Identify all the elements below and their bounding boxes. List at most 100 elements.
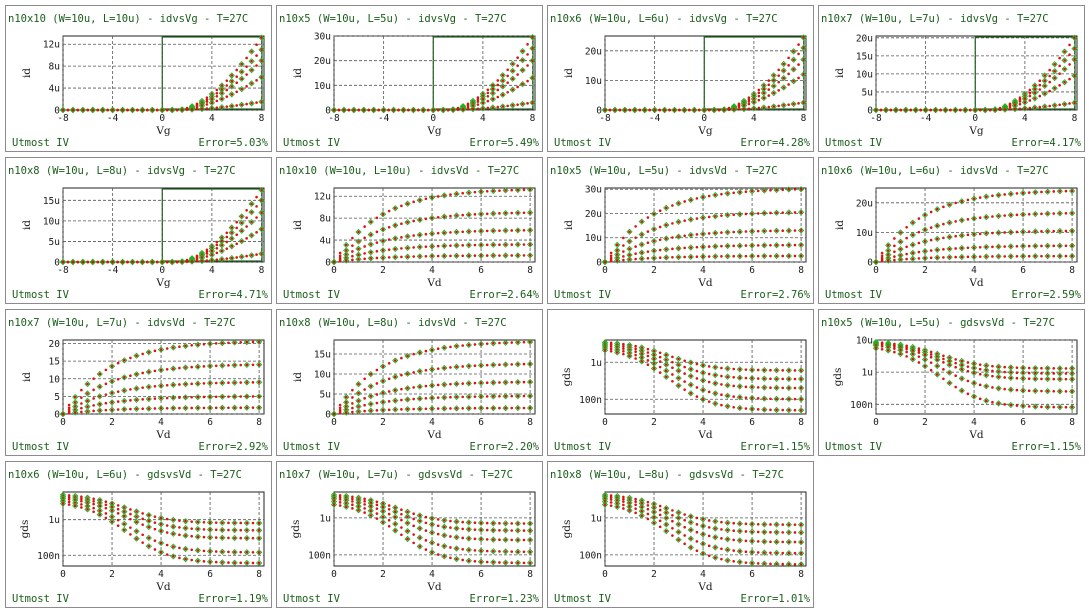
- simulated-point: [424, 529, 428, 532]
- measured-point: [529, 74, 536, 82]
- measured-point: [416, 543, 423, 550]
- simulated-point: [1070, 189, 1074, 193]
- simulated-point: [707, 215, 711, 219]
- simulated-point: [387, 504, 391, 507]
- simulated-point: [430, 384, 434, 387]
- simulated-point: [436, 215, 440, 219]
- simulated-point: [695, 549, 699, 553]
- measured-point: [1041, 103, 1048, 110]
- measured-point: [258, 46, 265, 53]
- measured-point: [724, 242, 731, 250]
- simulated-point: [479, 395, 483, 398]
- measured-point: [219, 362, 226, 369]
- simulated-point: [1034, 230, 1037, 233]
- error-label: Error=1.23%: [469, 593, 539, 605]
- measured-point: [712, 544, 719, 551]
- simulated-point: [782, 104, 785, 107]
- simulated-point: [874, 346, 878, 350]
- simulated-point: [449, 254, 452, 258]
- simulated-point: [622, 500, 625, 503]
- simulated-point: [522, 243, 526, 246]
- y-tick-label: 0: [54, 258, 60, 269]
- measured-point: [699, 243, 707, 250]
- simulated-point: [966, 392, 970, 396]
- simulated-point: [781, 397, 785, 401]
- measured-point: [514, 379, 521, 386]
- measured-point: [340, 106, 348, 114]
- simulated-point: [461, 558, 464, 562]
- simulated-point: [61, 260, 65, 264]
- simulated-point: [443, 346, 446, 350]
- simulated-point: [227, 536, 230, 540]
- simulated-point: [744, 396, 748, 399]
- simulated-point: [412, 407, 415, 411]
- simulated-point: [387, 390, 391, 393]
- measured-point: [699, 386, 707, 393]
- simulated-point: [966, 233, 970, 237]
- x-axis-label: Vd: [426, 429, 442, 441]
- simulated-point: [239, 363, 243, 367]
- simulated-point: [899, 348, 902, 352]
- measured-point: [970, 215, 978, 222]
- simulated-point: [935, 224, 939, 228]
- simulated-point: [381, 256, 385, 259]
- simulated-point: [221, 364, 224, 367]
- simulated-point: [609, 254, 613, 258]
- measured-point: [84, 408, 91, 415]
- measured-point: [514, 548, 521, 555]
- simulated-point: [153, 548, 157, 551]
- measured-point: [231, 362, 238, 369]
- measured-point: [108, 378, 116, 385]
- simulated-point: [948, 221, 951, 224]
- simulated-point: [98, 402, 102, 406]
- simulated-point: [251, 340, 255, 344]
- simulated-point: [737, 105, 741, 109]
- simulated-point: [738, 522, 742, 525]
- simulated-point: [1021, 366, 1025, 370]
- simulated-point: [196, 527, 200, 531]
- simulated-point: [381, 212, 385, 216]
- measured-point: [797, 550, 805, 557]
- simulated-point: [609, 349, 613, 353]
- measured-point: [108, 518, 116, 525]
- simulated-point: [250, 82, 253, 85]
- measured-point: [1019, 243, 1027, 250]
- error-label: Error=1.15%: [740, 441, 810, 453]
- simulated-point: [159, 516, 163, 520]
- simulated-point: [775, 188, 778, 192]
- measured-point: [724, 229, 731, 236]
- simulated-point: [677, 538, 680, 542]
- simulated-point: [443, 544, 446, 548]
- simulated-point: [769, 540, 772, 544]
- simulated-point: [369, 501, 373, 505]
- measured-point: [121, 397, 128, 405]
- simulated-point: [744, 522, 748, 526]
- simulated-point: [652, 506, 656, 509]
- simulated-point: [153, 515, 157, 518]
- measured-point: [687, 535, 694, 542]
- measured-point: [109, 106, 116, 114]
- simulated-point: [80, 402, 83, 405]
- simulated-point: [609, 345, 613, 348]
- measured-point: [748, 384, 756, 391]
- simulated-point: [1068, 77, 1071, 81]
- simulated-point: [492, 560, 495, 564]
- simulated-point: [506, 90, 510, 94]
- measured-point: [238, 75, 245, 82]
- simulated-point: [997, 245, 1000, 248]
- measured-point: [119, 258, 126, 266]
- measured-point: [441, 553, 448, 560]
- measured-point: [404, 244, 411, 252]
- measured-point: [145, 368, 152, 375]
- simulated-point: [91, 108, 95, 112]
- simulated-point: [628, 505, 631, 508]
- simulated-point: [622, 236, 625, 240]
- simulated-point: [622, 244, 625, 247]
- simulated-point: [1021, 389, 1025, 392]
- simulated-point: [381, 379, 385, 383]
- simulated-point: [235, 233, 239, 237]
- measured-point: [724, 382, 731, 389]
- simulated-point: [251, 395, 255, 398]
- measured-point: [526, 252, 534, 259]
- measured-point: [773, 367, 780, 374]
